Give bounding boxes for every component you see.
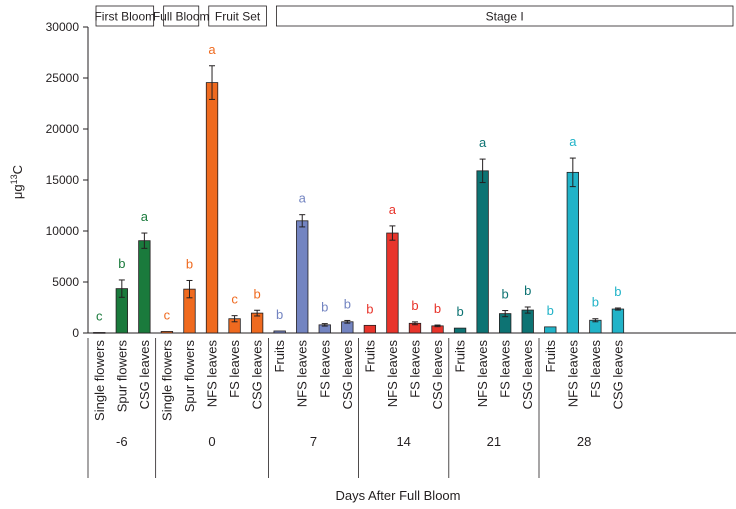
significance-letter: c: [164, 307, 171, 322]
bar: [160, 331, 174, 334]
category-label: Fruits: [453, 340, 468, 373]
bar: [453, 327, 467, 334]
significance-letter: b: [456, 304, 463, 319]
group-label: 14: [396, 434, 410, 449]
bar: [566, 171, 579, 334]
significance-letter: a: [299, 191, 307, 206]
significance-letter: c: [96, 308, 103, 323]
bar: [205, 82, 219, 334]
bar: [386, 232, 399, 334]
category-label: CSG leaves: [610, 340, 625, 410]
bar: [544, 326, 557, 334]
axes-layer: 0 5000 10000 15000 20000 25000 30000: [46, 20, 736, 340]
stage-label: First Bloom: [94, 10, 155, 24]
significance-letter: b: [434, 301, 441, 316]
category-label: NFS leaves: [565, 340, 580, 408]
stage-box: [208, 5, 267, 27]
significance-letter: a: [141, 209, 149, 224]
category-label: Fruits: [543, 340, 558, 373]
group-label: 28: [577, 434, 591, 449]
y-tick-label: 10000: [46, 224, 80, 238]
category-label: CSG leaves: [250, 340, 265, 410]
significance-letter: b: [592, 295, 599, 310]
category-label: FS leaves: [317, 340, 332, 398]
category-label: CSG leaves: [520, 340, 535, 410]
category-label: Spur flowers: [182, 340, 197, 413]
category-label: NFS leaves: [295, 340, 310, 408]
category-label: Single flowers: [92, 340, 107, 421]
significance-letter: b: [344, 296, 351, 311]
category-label: CSG leaves: [430, 340, 445, 410]
category-label: NFS leaves: [385, 340, 400, 408]
significance-letter: b: [411, 298, 418, 313]
significance-letter: b: [502, 287, 509, 302]
significance-letter: b: [276, 307, 283, 322]
y-tick-label: 0: [72, 326, 79, 340]
bar: [611, 308, 625, 334]
group-label: -6: [116, 434, 128, 449]
category-label: Single flowers: [159, 340, 174, 421]
bar: [363, 324, 377, 334]
x-axis-label: Days After Full Bloom: [336, 488, 461, 503]
category-label: Fruits: [362, 340, 377, 373]
significance-letter: c: [231, 292, 238, 307]
category-label: FS leaves: [588, 340, 603, 398]
bar: [476, 170, 489, 334]
stage-label: Stage I: [486, 10, 524, 24]
group-label: 21: [487, 434, 501, 449]
bar: [93, 332, 106, 334]
category-label: FS leaves: [407, 340, 422, 398]
stage-label: Full Bloom: [153, 10, 210, 24]
significance-letter: b: [118, 256, 125, 271]
significance-letter: a: [389, 202, 397, 217]
y-tick-label: 5000: [52, 275, 79, 289]
bar: [138, 240, 151, 334]
significance-letter: b: [547, 303, 554, 318]
category-label: FS leaves: [227, 340, 242, 398]
category-label: CSG leaves: [340, 340, 355, 410]
y-tick-label: 25000: [46, 71, 80, 85]
significance-letter: b: [321, 300, 328, 315]
stage-box: [95, 5, 155, 27]
category-label: FS leaves: [498, 340, 513, 398]
y-tick-label: 15000: [46, 173, 80, 187]
y-tick-label: 20000: [46, 122, 80, 136]
y-axis-label: μg13C: [9, 165, 25, 199]
category-label: Spur flowers: [114, 340, 129, 413]
group-label: 0: [208, 434, 215, 449]
significance-letter: b: [614, 284, 621, 299]
stage-box: [163, 5, 200, 27]
bar: [296, 220, 309, 334]
significance-letter: b: [366, 301, 373, 316]
significance-letter: b: [524, 283, 531, 298]
significance-letter: a: [569, 134, 577, 149]
significance-letter: b: [186, 256, 193, 271]
y-tick-label: 30000: [46, 20, 80, 34]
group-label: 7: [310, 434, 317, 449]
significance-letter: a: [208, 42, 216, 57]
bar: [273, 330, 286, 334]
category-label: CSG leaves: [137, 340, 152, 410]
stage-label: Fruit Set: [215, 10, 261, 24]
stage-box: [275, 5, 734, 27]
significance-letter: b: [254, 286, 261, 301]
category-label: Fruits: [272, 340, 287, 373]
category-label: NFS leaves: [205, 340, 220, 408]
significance-letter: a: [479, 135, 487, 150]
category-label: NFS leaves: [475, 340, 490, 408]
category-labels-layer: Single flowers Spur flowers CSG leaves Sing…: [87, 338, 625, 478]
